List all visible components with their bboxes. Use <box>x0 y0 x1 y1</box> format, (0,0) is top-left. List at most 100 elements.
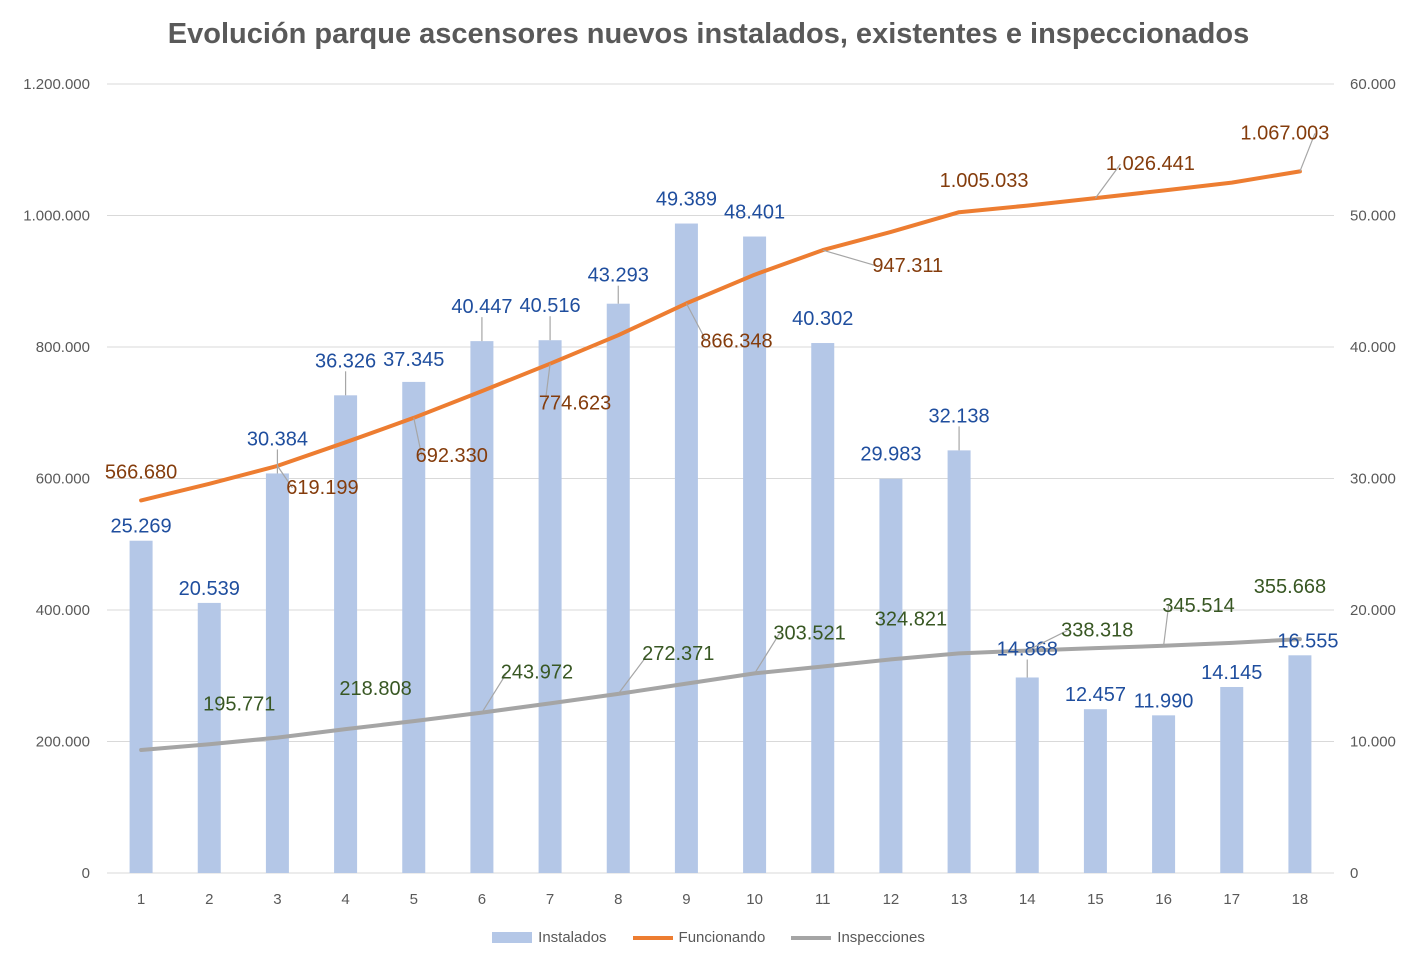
y-left-tick-label: 200.000 <box>36 734 90 751</box>
chart-legend: Instalados Funcionando Inspecciones <box>0 929 1417 946</box>
line-label-leader <box>754 633 781 674</box>
inspecciones-data-label: 338.318 <box>1061 620 1133 642</box>
x-tick-label: 6 <box>478 891 486 908</box>
bar <box>129 540 153 873</box>
x-tick-label: 14 <box>1019 891 1036 908</box>
funcionando-data-label: 1.005.033 <box>940 170 1029 192</box>
x-tick-label: 16 <box>1155 891 1172 908</box>
y-left-tick-label: 800.000 <box>36 339 90 356</box>
legend-label-inspecciones: Inspecciones <box>837 929 925 946</box>
line-label-leader <box>481 672 508 713</box>
x-tick-label: 5 <box>410 891 418 908</box>
inspecciones-data-label: 243.972 <box>501 662 573 684</box>
y-left-tick-label: 1.000.000 <box>23 208 90 225</box>
line-label-leader <box>685 303 707 342</box>
bar-data-label: 48.401 <box>724 202 785 224</box>
bar <box>811 343 835 873</box>
legend-swatch-inspecciones <box>791 935 832 940</box>
funcionando-data-label: 947.311 <box>872 255 943 277</box>
bar <box>1220 686 1244 873</box>
inspecciones-data-label: 355.668 <box>1254 576 1326 598</box>
funcionando-data-label: 1.026.441 <box>1106 153 1195 175</box>
chart-title: Evolución parque ascensores nuevos insta… <box>167 18 1250 50</box>
inspecciones-data-label: 195.771 <box>203 693 275 715</box>
bar-data-label: 40.447 <box>451 296 512 318</box>
x-tick-label: 7 <box>546 891 554 908</box>
bar <box>606 303 630 874</box>
y-right-tick-label: 60.000 <box>1350 76 1396 93</box>
legend-swatch-funcionando <box>632 935 673 940</box>
bar <box>334 395 358 873</box>
x-tick-label: 13 <box>951 891 968 908</box>
x-tick-label: 15 <box>1087 891 1104 908</box>
funcionando-data-label: 1.067.003 <box>1240 122 1329 144</box>
bar <box>197 602 221 873</box>
funcionando-data-label: 774.623 <box>539 393 611 415</box>
bar <box>470 341 494 873</box>
x-tick-label: 4 <box>341 891 349 908</box>
line-label-leader <box>822 249 878 267</box>
x-tick-label: 8 <box>614 891 622 908</box>
funcionando-line <box>139 169 1302 503</box>
x-tick-label: 3 <box>273 891 281 908</box>
y-left-tick-label: 0 <box>82 865 90 882</box>
bar <box>402 381 426 873</box>
bar-data-label: 36.326 <box>315 350 376 372</box>
y-left-tick-label: 600.000 <box>36 471 90 488</box>
bar <box>947 450 971 873</box>
chart-area: 0 200.000 400.000 600.000 800.000 1.000.000 1.… <box>23 76 1396 908</box>
x-tick-label: 10 <box>746 891 763 908</box>
y-right-tick-label: 50.000 <box>1350 208 1396 225</box>
x-tick-label: 1 <box>137 891 145 908</box>
bar-data-label: 32.138 <box>928 405 989 427</box>
line-label-leader <box>1299 133 1316 172</box>
legend-item-inspecciones[interactable]: Inspecciones <box>791 929 925 946</box>
bar-data-label: 37.345 <box>383 349 444 371</box>
legend-label-funcionando: Funcionando <box>678 929 766 946</box>
funcionando-data-label: 619.199 <box>286 477 358 499</box>
inspecciones-data-label: 303.521 <box>773 622 845 644</box>
inspecciones-data-label: 218.808 <box>339 678 411 700</box>
y-right-tick-label: 30.000 <box>1350 471 1396 488</box>
x-tick-label: 12 <box>883 891 900 908</box>
bar-data-label: 14.145 <box>1201 662 1262 684</box>
x-tick-label: 18 <box>1292 891 1309 908</box>
y-right-tick-label: 0 <box>1350 865 1358 882</box>
funcionando-data-label: 692.330 <box>416 445 488 467</box>
legend-item-instalados[interactable]: Instalados <box>492 929 607 946</box>
legend-item-funcionando[interactable]: Funcionando <box>632 929 766 946</box>
bar <box>743 236 767 873</box>
bar <box>538 340 562 873</box>
bar-data-label: 11.990 <box>1134 690 1194 712</box>
bar-data-label: 25.269 <box>110 516 171 538</box>
line-label-leader <box>544 363 551 404</box>
x-tick-label: 17 <box>1223 891 1240 908</box>
bar-data-label: 20.539 <box>179 578 240 600</box>
bar <box>1015 677 1039 873</box>
bar-data-label: 49.389 <box>656 189 717 211</box>
bar <box>1083 709 1107 873</box>
line-label-leader <box>276 465 293 489</box>
bar-data-label: 43.293 <box>588 265 649 287</box>
y-left-tick-label: 1.200.000 <box>23 76 90 93</box>
y-right-tick-label: 10.000 <box>1350 734 1396 751</box>
line-label-leader <box>1094 163 1121 199</box>
inspecciones-data-label: 345.514 <box>1162 595 1234 617</box>
x-tick-label: 11 <box>815 891 831 908</box>
bar-data-label: 40.516 <box>519 295 580 317</box>
bar-data-label: 40.302 <box>792 308 853 330</box>
inspecciones-data-label: 324.821 <box>875 608 947 630</box>
x-tick-label: 9 <box>682 891 690 908</box>
funcionando-data-label: 566.680 <box>105 461 177 483</box>
bar <box>1152 715 1176 873</box>
inspecciones-data-label: 272.371 <box>642 643 714 665</box>
bar-data-label: 29.983 <box>860 444 921 466</box>
y-right-tick-label: 20.000 <box>1350 602 1396 619</box>
legend-swatch-instalados <box>492 932 533 943</box>
line-label-leader <box>413 417 423 456</box>
y-left-tick-label: 400.000 <box>36 602 90 619</box>
line-label-leader <box>617 653 649 695</box>
legend-label-instalados: Instalados <box>538 929 607 946</box>
bar <box>1288 655 1312 873</box>
inspecciones-line <box>139 637 1302 752</box>
